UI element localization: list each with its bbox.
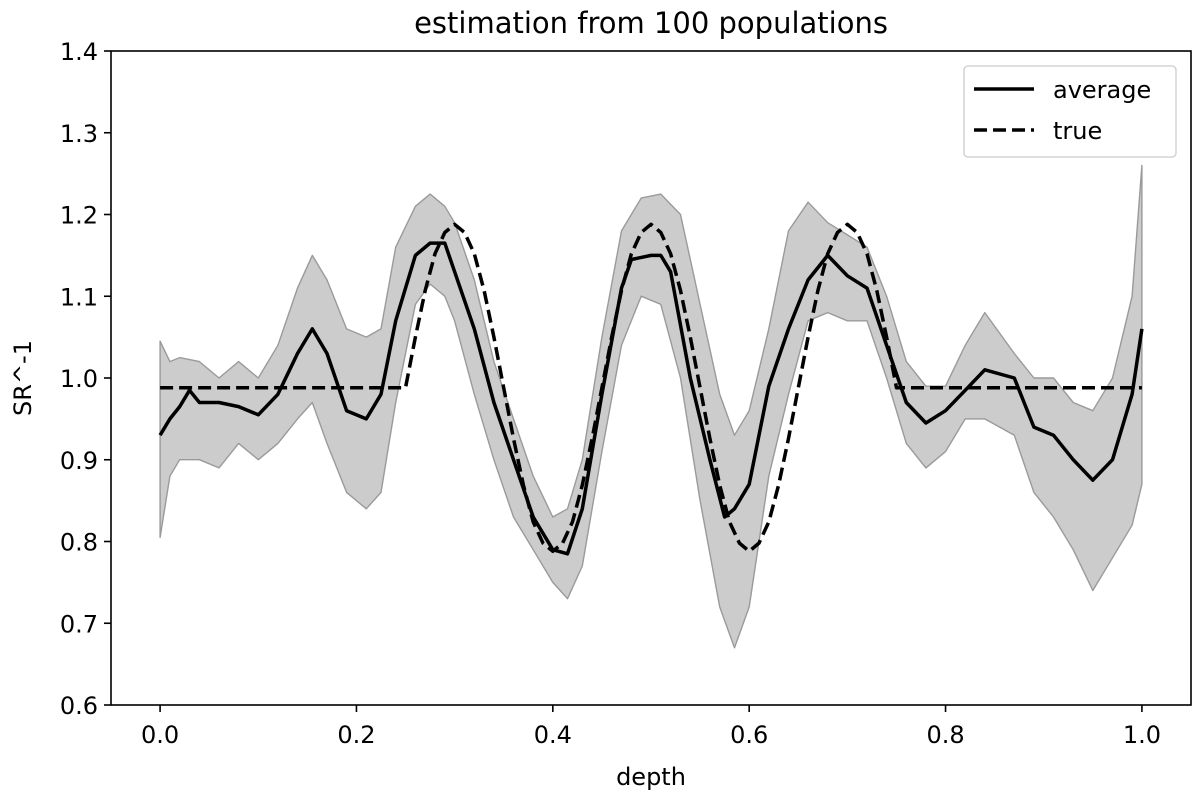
series-line-true [160, 222, 1142, 554]
y-tick-label: 1.2 [60, 202, 98, 230]
chart-title: estimation from 100 populations [414, 6, 888, 40]
x-tick-label: 0.6 [730, 721, 768, 749]
y-tick-label: 1.0 [60, 365, 98, 393]
y-axis: 0.6 0.7 0.8 0.9 1.0 1.1 1.2 1.3 1.4 [60, 38, 111, 720]
legend-label-average: average [1053, 76, 1151, 104]
spread-band-layer [159, 164, 1143, 649]
x-tick-label: 0.0 [141, 721, 179, 749]
x-axis-label: depth [616, 763, 686, 791]
y-axis-label: SR^-1 [9, 340, 37, 416]
series-layer [158, 222, 1144, 556]
y-tick-label: 1.4 [60, 38, 98, 66]
y-tick-label: 0.6 [60, 692, 98, 720]
plot-area [158, 164, 1144, 649]
y-tick-label: 0.9 [60, 447, 98, 475]
x-tick-label: 0.2 [337, 721, 375, 749]
x-tick-label: 1.0 [1123, 721, 1161, 749]
legend: average true [963, 65, 1177, 158]
y-tick-label: 1.3 [60, 120, 98, 148]
y-tick-label: 0.7 [60, 610, 98, 638]
x-tick-label: 0.8 [926, 721, 964, 749]
y-tick-label: 1.1 [60, 283, 98, 311]
y-tick-label: 0.8 [60, 529, 98, 557]
spread-band [159, 164, 1143, 649]
x-tick-label: 0.4 [534, 721, 572, 749]
x-axis: 0.0 0.2 0.4 0.6 0.8 1.0 [141, 705, 1161, 749]
legend-label-true: true [1053, 117, 1102, 145]
